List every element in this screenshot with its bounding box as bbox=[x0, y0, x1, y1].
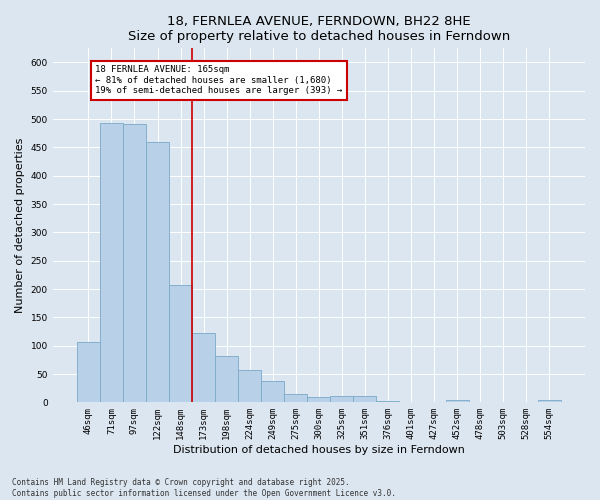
Bar bbox=[446, 400, 469, 402]
Bar bbox=[238, 370, 261, 402]
Bar bbox=[376, 401, 400, 402]
Bar bbox=[169, 285, 192, 403]
Bar bbox=[353, 396, 376, 402]
Bar bbox=[192, 333, 215, 402]
Bar bbox=[538, 400, 561, 402]
Bar bbox=[307, 396, 331, 402]
Bar bbox=[261, 381, 284, 402]
Bar bbox=[100, 123, 123, 402]
Bar bbox=[77, 342, 100, 402]
Bar bbox=[215, 356, 238, 403]
X-axis label: Distribution of detached houses by size in Ferndown: Distribution of detached houses by size … bbox=[173, 445, 465, 455]
Bar bbox=[123, 124, 146, 402]
Title: 18, FERNLEA AVENUE, FERNDOWN, BH22 8HE
Size of property relative to detached hou: 18, FERNLEA AVENUE, FERNDOWN, BH22 8HE S… bbox=[128, 15, 510, 43]
Text: Contains HM Land Registry data © Crown copyright and database right 2025.
Contai: Contains HM Land Registry data © Crown c… bbox=[12, 478, 396, 498]
Text: 18 FERNLEA AVENUE: 165sqm
← 81% of detached houses are smaller (1,680)
19% of se: 18 FERNLEA AVENUE: 165sqm ← 81% of detac… bbox=[95, 66, 343, 95]
Bar bbox=[146, 142, 169, 402]
Bar bbox=[284, 394, 307, 402]
Bar bbox=[331, 396, 353, 402]
Y-axis label: Number of detached properties: Number of detached properties bbox=[15, 138, 25, 313]
